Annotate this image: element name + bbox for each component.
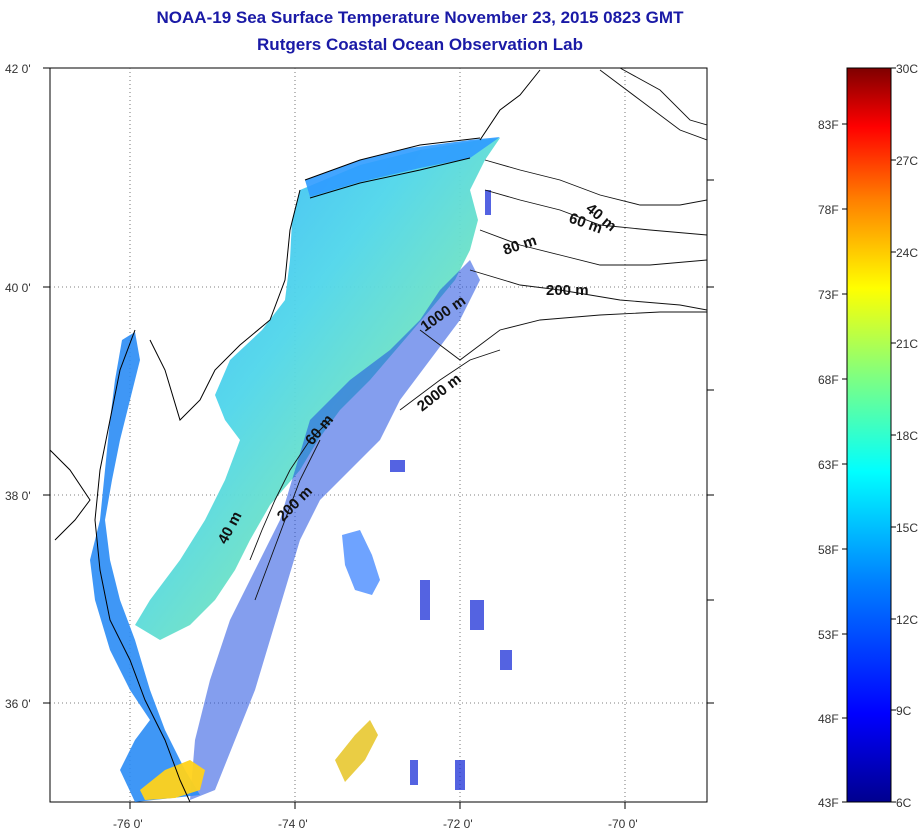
colorbar-label-c: 21C: [896, 337, 918, 351]
lon-label: -70 0': [608, 817, 638, 831]
colorbar-label-f: 58F: [818, 543, 839, 557]
sst-scattered-pixels: [390, 190, 512, 790]
colorbar-label-f: 48F: [818, 712, 839, 726]
lat-label: 42 0': [5, 62, 31, 76]
lat-label: 36 0': [5, 697, 31, 711]
colorbar-label-f: 43F: [818, 796, 839, 810]
colorbar: [846, 67, 892, 803]
colorbar-celsius-labels: 30C 27C 24C 21C 18C 15C 12C 9C 6C: [896, 62, 918, 810]
colorbar-label-f: 68F: [818, 373, 839, 387]
colorbar-label-c: 9C: [896, 704, 912, 718]
bathymetry-contours: [249, 68, 707, 601]
colorbar-label-f: 53F: [818, 628, 839, 642]
colorbar-ticks: [842, 67, 896, 803]
coastline: [50, 69, 541, 802]
axis-ticks: [43, 67, 714, 809]
colorbar-label-f: 73F: [818, 288, 839, 302]
colorbar-label-f: 78F: [818, 203, 839, 217]
sst-field-chesapeake: [90, 332, 200, 802]
map-title: NOAA-19 Sea Surface Temperature November…: [156, 8, 684, 27]
lat-label: 38 0': [5, 489, 31, 503]
colorbar-label-c: 27C: [896, 154, 918, 168]
colorbar-label-c: 12C: [896, 613, 918, 627]
colorbar-label-c: 30C: [896, 62, 918, 76]
sst-field-pamlico-warm: [140, 760, 205, 800]
sst-field-gulf-stream-patch: [335, 720, 378, 782]
colorbar-label-c: 15C: [896, 521, 918, 535]
colorbar-label-c: 18C: [896, 429, 918, 443]
sst-field-shelf: [135, 138, 500, 640]
colorbar-label-c: 6C: [896, 796, 912, 810]
lon-label: -74 0': [278, 817, 308, 831]
contour-label: 200 m: [546, 282, 589, 299]
lon-label: -76 0': [113, 817, 143, 831]
colorbar-label-f: 63F: [818, 458, 839, 472]
colorbar-fahrenheit-labels: 83F 78F 73F 68F 63F 58F 53F 48F 43F: [818, 118, 839, 810]
colorbar-label-f: 83F: [818, 118, 839, 132]
colorbar-label-c: 24C: [896, 246, 918, 260]
map-subtitle: Rutgers Coastal Ocean Observation Lab: [257, 35, 583, 54]
lon-label: -72 0': [443, 817, 473, 831]
sst-field-eddy-patch: [342, 530, 380, 595]
sst-field-long-island-sound: [305, 137, 500, 197]
sst-field-offshore: [190, 260, 480, 800]
lat-label: 40 0': [5, 281, 31, 295]
